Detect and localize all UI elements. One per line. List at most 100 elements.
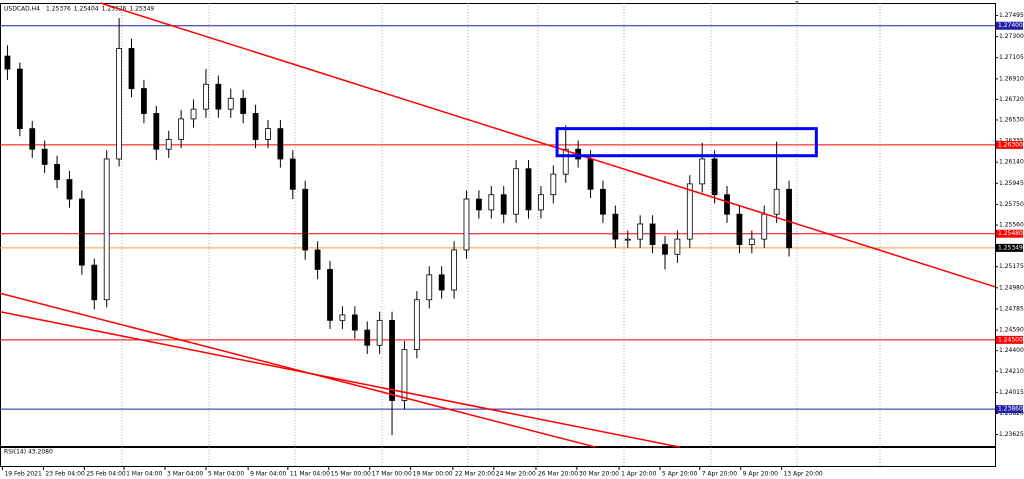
candle-body	[649, 223, 656, 245]
y-tick-label: 1.24785	[999, 305, 1024, 312]
candle-body	[153, 113, 160, 150]
indicator-panel	[0, 447, 996, 467]
candle-body	[252, 113, 259, 140]
candle-body	[773, 188, 780, 215]
shift-marker	[795, 1, 799, 4]
x-tick-label: 13 Apr 20:00	[784, 471, 823, 478]
candle-body	[41, 148, 48, 165]
price-label-box	[996, 405, 1023, 414]
trend-line	[0, 292, 596, 448]
x-tick-label: 5 Apr 20:00	[662, 471, 697, 478]
candle-body	[91, 264, 98, 301]
x-tick-label: 1 Apr 20:00	[621, 471, 656, 478]
candle-body	[302, 188, 309, 251]
candle-body	[178, 118, 185, 140]
trend-line	[100, 2, 996, 288]
candle-body	[54, 163, 60, 180]
candle-body	[203, 83, 209, 110]
candle-body	[4, 55, 11, 70]
price-label: 1.26300	[998, 141, 1023, 148]
candle-body	[227, 97, 234, 110]
y-tick-label: 1.27105	[999, 54, 1024, 61]
candle-body	[562, 148, 569, 175]
candle-body	[289, 158, 296, 190]
y-tick-label: 1.27300	[999, 33, 1024, 40]
x-tick-label: 19 Feb 2021	[4, 471, 42, 478]
y-tick-label: 1.25560	[999, 222, 1024, 229]
x-tick-label: 11 Mar 04:00	[290, 471, 330, 478]
indicator-label: RSI(14) 43.2080	[4, 449, 53, 456]
candle-body	[600, 188, 606, 215]
candle-body	[376, 319, 383, 346]
candle-body	[16, 68, 23, 130]
candle-body	[451, 249, 457, 291]
y-tick-label: 1.24590	[999, 327, 1024, 334]
price-label-box	[996, 229, 1023, 238]
candle-body	[265, 128, 271, 140]
candle-body	[438, 274, 445, 291]
price-label-box	[996, 21, 1023, 30]
symbol: USDCAD,H4	[4, 6, 40, 13]
candle-body	[364, 329, 371, 346]
candle-body	[128, 48, 135, 89]
candle-body	[339, 314, 346, 321]
price-label-box	[996, 335, 1023, 344]
candle-body	[351, 314, 358, 331]
candle-body	[500, 194, 507, 215]
candle-body	[624, 238, 631, 241]
candle-body	[761, 213, 768, 240]
candle-body	[66, 179, 73, 200]
candle-body	[426, 274, 433, 301]
candle-body	[488, 194, 495, 211]
candle-body	[612, 213, 619, 240]
current-price-box	[996, 243, 1023, 252]
x-tick-label: 24 Mar 20:00	[496, 471, 536, 478]
price-label-box	[996, 140, 1023, 149]
quote-value: 1.25404	[74, 6, 99, 13]
x-tick-label: 15 Mar 00:00	[331, 471, 371, 478]
price-panel	[0, 3, 996, 447]
candle-body	[662, 244, 668, 255]
price-label: 1.24500	[998, 336, 1023, 343]
x-tick-label: 25 Feb 04:00	[86, 471, 126, 478]
candle-body	[463, 198, 470, 251]
quote-value: 1.25376	[46, 6, 71, 13]
candle-body	[141, 88, 147, 114]
candle-body	[513, 168, 520, 215]
y-tick-label: 1.23820	[999, 410, 1024, 417]
candle-body	[165, 139, 172, 150]
candle-body	[525, 168, 532, 211]
candle-body	[314, 249, 321, 270]
candle-body	[401, 349, 408, 401]
y-tick-label: 1.24015	[999, 389, 1024, 396]
y-tick-label: 1.24210	[999, 368, 1024, 375]
x-tick-label: 7 Apr 20:00	[702, 471, 737, 478]
candle-body	[748, 238, 755, 245]
price-label: 1.27400	[998, 22, 1023, 29]
candle-body	[475, 198, 482, 211]
candle-body	[116, 48, 123, 160]
y-tick-label: 1.26910	[999, 75, 1024, 82]
candle-body	[724, 194, 730, 215]
x-tick-label: 19 Mar 00:00	[413, 471, 453, 478]
candle-body	[413, 299, 420, 351]
candle-body	[103, 158, 110, 301]
y-tick-label: 1.25175	[999, 263, 1024, 270]
candle-body	[538, 194, 544, 211]
y-tick-label: 1.23625	[999, 431, 1024, 438]
current-price-label: 1.25349	[998, 244, 1023, 251]
candle-body	[190, 108, 197, 120]
candle-body	[674, 238, 681, 255]
y-tick-label: 1.25750	[999, 201, 1024, 208]
y-tick-label: 1.26720	[999, 96, 1024, 103]
candle-body	[786, 188, 792, 249]
highlight-box	[555, 127, 818, 158]
candle-body	[587, 158, 594, 190]
candle-body	[215, 83, 222, 110]
candle-body	[389, 319, 395, 401]
candle-body	[240, 97, 247, 114]
x-tick-label: 23 Feb 04:00	[45, 471, 85, 478]
candle-body	[711, 158, 718, 196]
x-tick-label: 30 Mar 20:00	[579, 471, 619, 478]
